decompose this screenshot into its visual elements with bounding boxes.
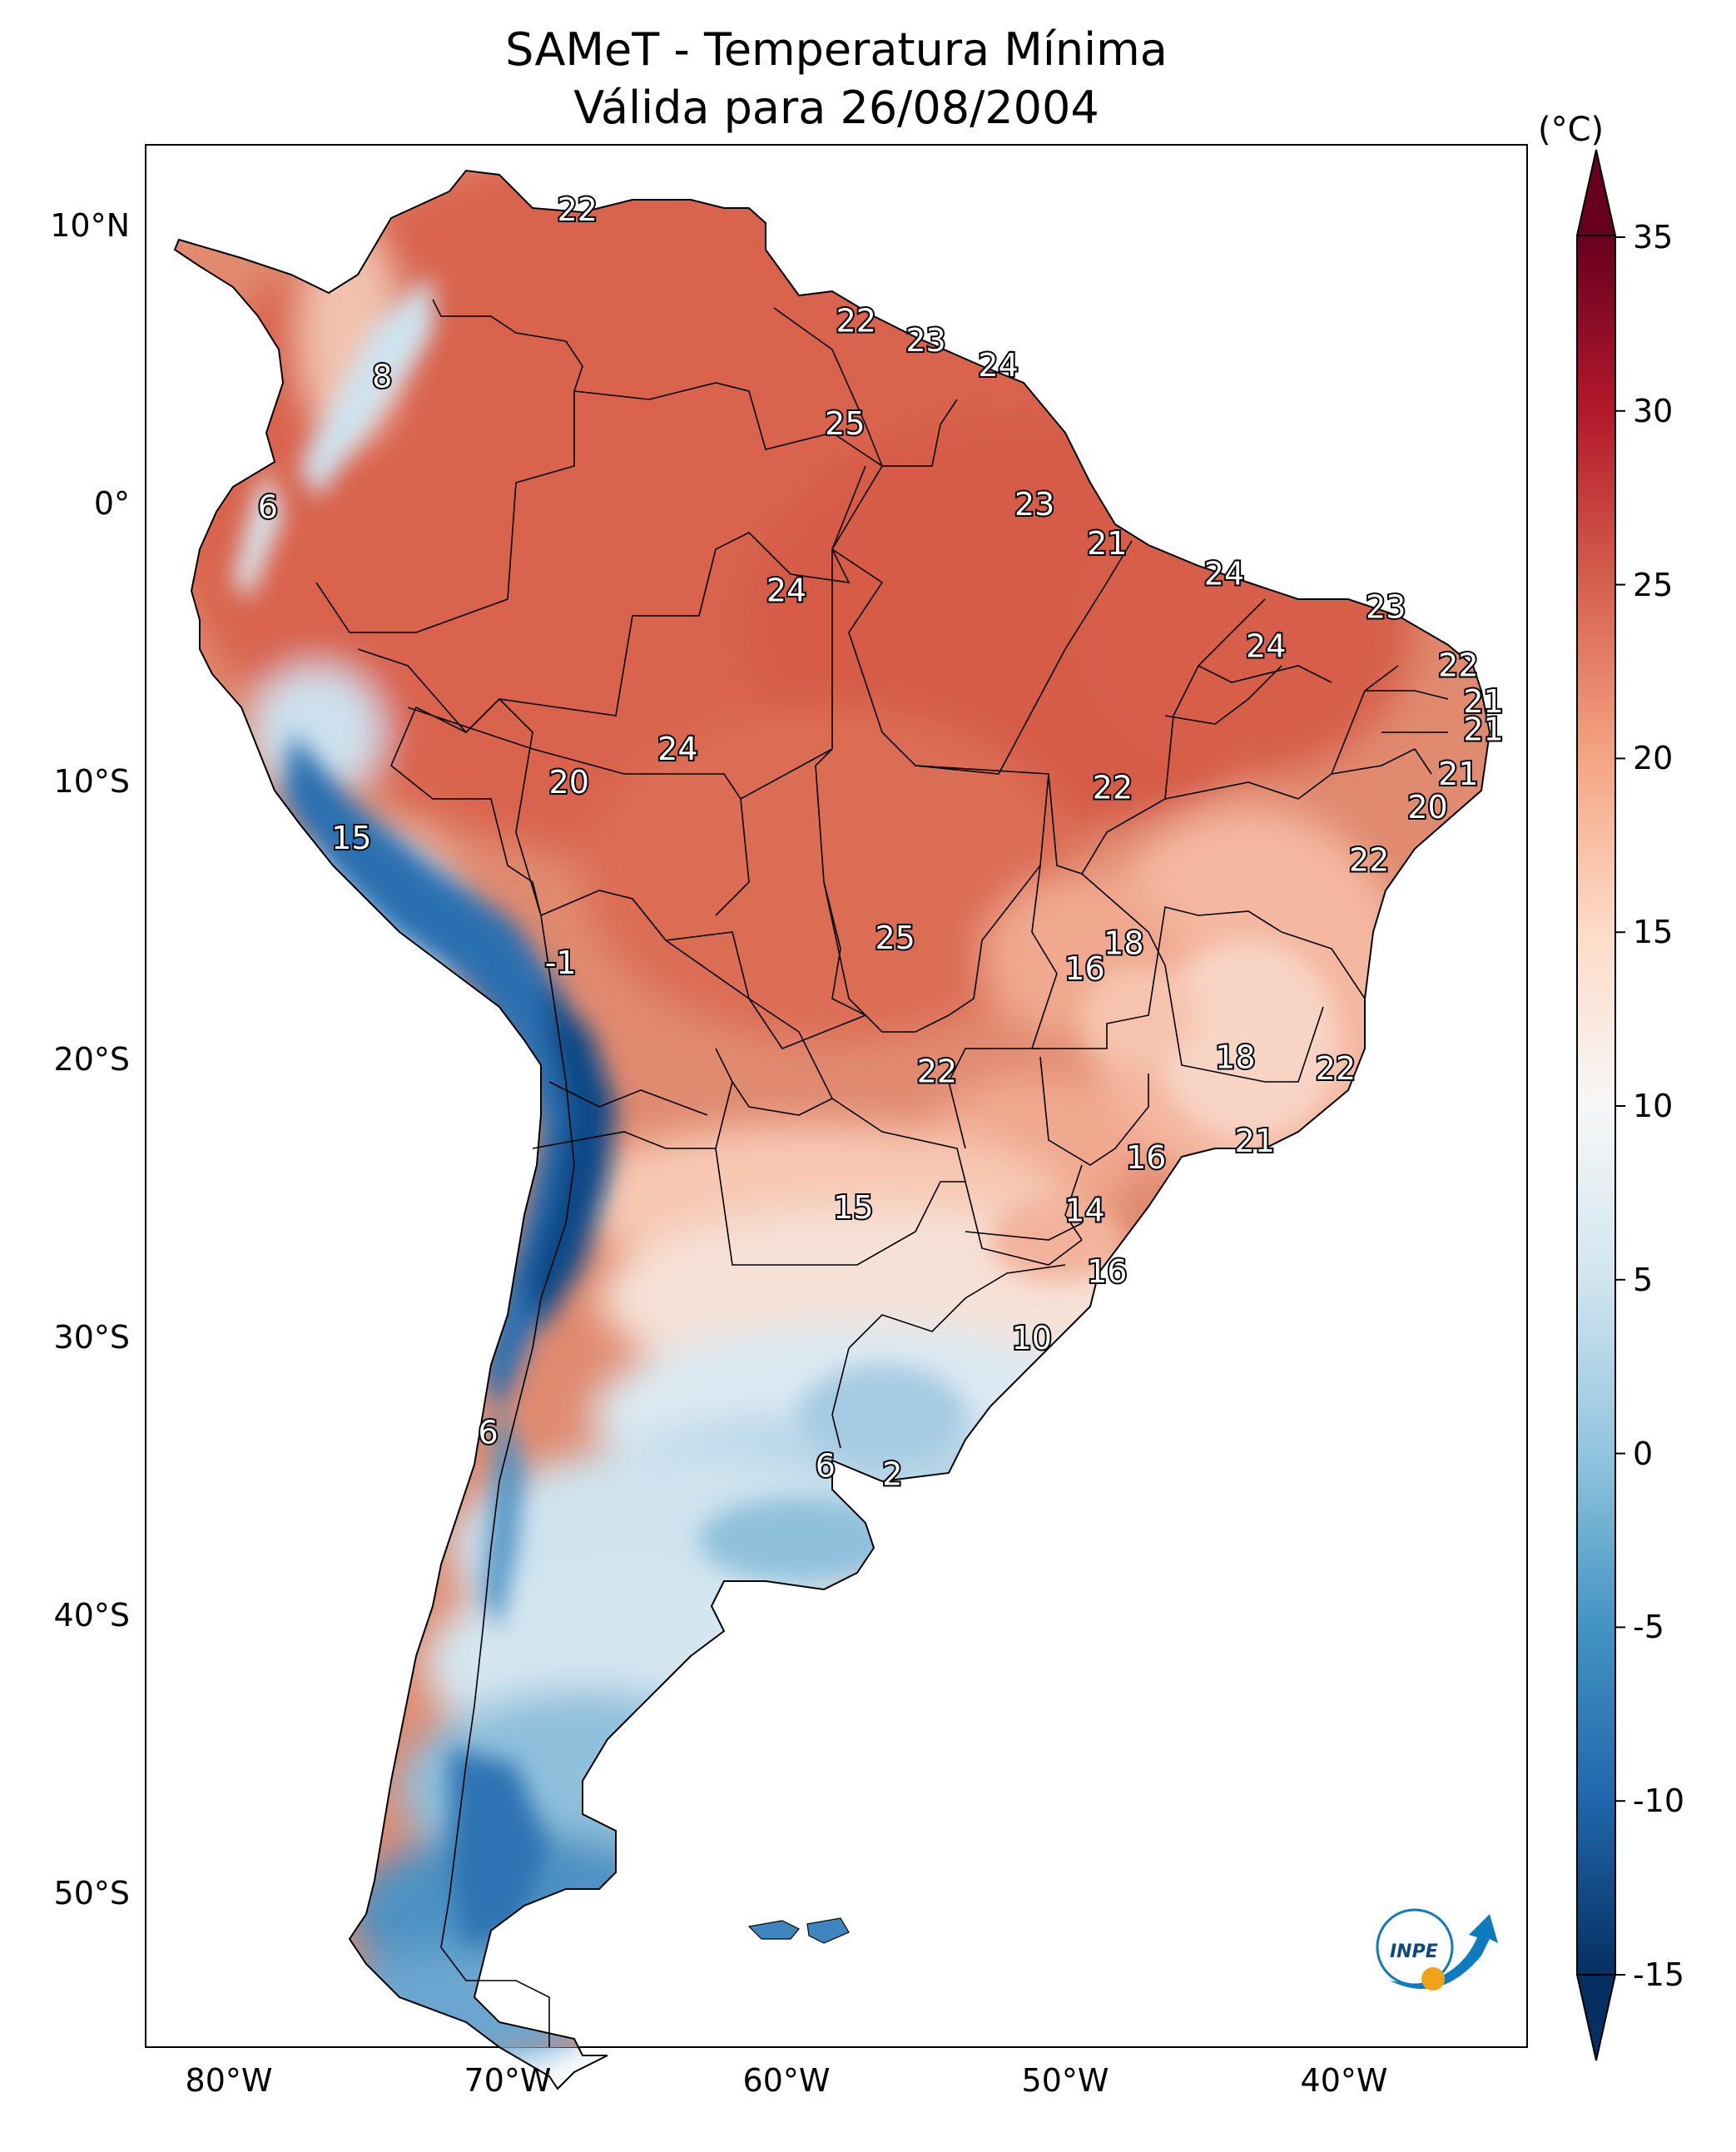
station-value-label: 6 xyxy=(258,488,278,525)
longitude-tick-label: 50°W xyxy=(1021,2062,1109,2099)
colorbar-tick-label: 30 xyxy=(1633,392,1674,429)
station-value-label: 21 xyxy=(1235,1123,1275,1159)
longitude-tick-label: 80°W xyxy=(185,2062,273,2099)
station-value-label: 2 xyxy=(882,1456,902,1493)
latitude-tick-label: 0° xyxy=(93,485,130,522)
map-title: SAMeT - Temperatura Mínima xyxy=(505,23,1168,76)
station-value-label: 22 xyxy=(1438,647,1478,684)
station-value-label: 21 xyxy=(1463,712,1503,748)
colorbar-tick-label: 10 xyxy=(1633,1088,1674,1124)
inpe-logo: INPE xyxy=(1376,1908,1498,1991)
station-value-label: 25 xyxy=(825,405,865,442)
station-value-label: 6 xyxy=(816,1448,836,1485)
station-value-label: 18 xyxy=(1104,925,1143,962)
station-value-label: 23 xyxy=(905,322,945,359)
latitude-tick-label: 10°S xyxy=(53,763,130,800)
colorbar-tick-label: 20 xyxy=(1633,740,1674,777)
latitude-tick-label: 30°S xyxy=(53,1319,130,1356)
station-value-label: 24 xyxy=(1246,627,1286,664)
station-value-label: 16 xyxy=(1064,950,1104,987)
station-value-label: 23 xyxy=(1366,589,1406,626)
colorbar-body xyxy=(1576,235,1616,1976)
political-borders xyxy=(315,299,1449,2047)
longitude-tick-label: 60°W xyxy=(742,2062,831,2099)
colorbar-tick-label: -5 xyxy=(1633,1609,1664,1646)
station-value-label: 22 xyxy=(836,303,876,340)
latitude-tick-label: 40°S xyxy=(53,1597,130,1634)
colorbar-tick-label: 0 xyxy=(1633,1435,1654,1472)
colorbar-upper-extension xyxy=(1575,149,1617,236)
colorbar-tick-label: -15 xyxy=(1633,1956,1685,1993)
station-value-label: 21 xyxy=(1087,525,1127,562)
svg-text:INPE: INPE xyxy=(1390,1941,1438,1962)
station-value-label: 14 xyxy=(1064,1192,1104,1228)
station-value-label: 24 xyxy=(766,573,806,609)
station-value-label: 16 xyxy=(1087,1253,1127,1290)
station-value-label: 22 xyxy=(1093,770,1133,806)
colorbar-tick-label: 15 xyxy=(1633,914,1674,951)
station-value-label: 20 xyxy=(1407,789,1447,826)
station-value-label: 22 xyxy=(917,1053,957,1089)
station-value-label: 25 xyxy=(875,920,915,956)
station-value-label: 15 xyxy=(833,1189,873,1226)
latitude-tick-label: 10°N xyxy=(50,207,130,244)
colorbar xyxy=(1575,149,1625,2061)
colorbar-tick-label: -10 xyxy=(1633,1783,1685,1820)
station-value-label: 21 xyxy=(1463,683,1503,720)
station-value-label: 24 xyxy=(978,347,1018,384)
colorbar-tick-label: 35 xyxy=(1633,219,1674,255)
station-value-label: 24 xyxy=(1204,556,1244,593)
station-value-label: 22 xyxy=(558,191,598,228)
station-value-label: 8 xyxy=(372,358,392,394)
station-value-label: 22 xyxy=(1316,1050,1356,1087)
longitude-tick-label: 70°W xyxy=(464,2062,552,2099)
station-value-label: 15 xyxy=(331,820,371,856)
station-value-label: 21 xyxy=(1438,756,1478,792)
station-value-label: 22 xyxy=(1349,842,1389,879)
station-value-label: 10 xyxy=(1012,1320,1052,1356)
latitude-tick-label: 50°S xyxy=(53,1875,130,1912)
colorbar-lower-extension xyxy=(1575,1974,1617,2061)
map-subtitle: Válida para 26/08/2004 xyxy=(573,82,1099,134)
station-value-label: -1 xyxy=(545,945,577,981)
station-value-label: 20 xyxy=(549,764,589,801)
station-value-label: 23 xyxy=(1014,486,1054,523)
colorbar-tick-label: 25 xyxy=(1633,566,1674,603)
station-value-label: 16 xyxy=(1126,1139,1166,1176)
colorbar-tick-label: 5 xyxy=(1633,1261,1654,1298)
station-value-label: 24 xyxy=(657,731,697,767)
longitude-tick-label: 40°W xyxy=(1300,2062,1388,2099)
station-value-label: 6 xyxy=(478,1415,498,1451)
falkland-islands xyxy=(747,1917,850,1944)
colorbar-unit: (°C) xyxy=(1538,111,1605,149)
station-value-label: 18 xyxy=(1215,1039,1255,1076)
latitude-tick-label: 20°S xyxy=(53,1041,130,1078)
